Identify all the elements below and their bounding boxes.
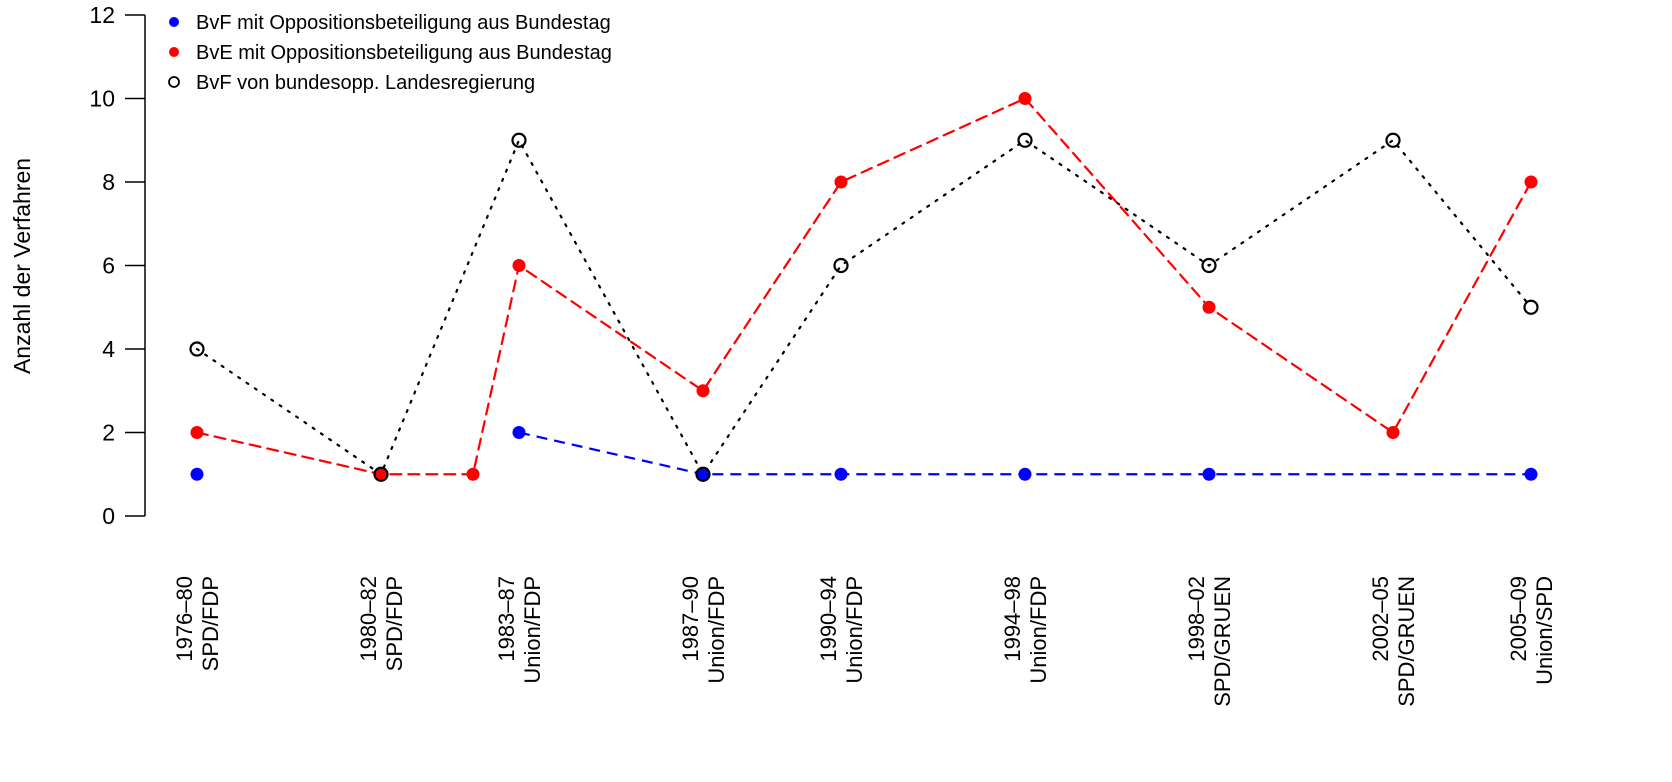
series-point-0 [1202, 467, 1216, 481]
series-line-2 [195, 137, 1533, 477]
series-point-2 [1201, 257, 1217, 274]
legend-marker [169, 17, 179, 27]
x-tick-label-coalition: Union/FDP [520, 576, 545, 684]
y-axis: 0 2 4 6 8 10 12 [89, 2, 146, 529]
series-point-1 [512, 259, 526, 272]
series-line-0 [518, 431, 1531, 476]
x-tick-label-coalition: Union/SPD [1532, 576, 1557, 685]
series-lines [195, 97, 1533, 477]
legend-label: BvF mit Oppositionsbeteiligung aus Bunde… [196, 12, 611, 34]
series-point-1 [190, 426, 204, 439]
x-tick-label-period: 1990–94 [816, 576, 841, 662]
y-tick-label: 0 [102, 503, 115, 529]
y-tick-label: 2 [102, 420, 115, 446]
y-tick-label: 12 [89, 2, 115, 28]
y-tick-label: 8 [102, 169, 115, 195]
x-tick-label-coalition: SPD/GRUEN [1394, 576, 1419, 707]
series-point-1 [834, 175, 848, 189]
series-point-0 [1018, 467, 1032, 481]
series-point-2 [695, 466, 711, 482]
y-axis-title: Anzahl der Verfahren [9, 158, 35, 374]
series-points [189, 92, 1539, 482]
series-point-0 [696, 467, 710, 481]
series-point-2 [1523, 299, 1539, 315]
legend-marker [168, 76, 180, 88]
series-point-1 [1524, 175, 1538, 189]
x-tick-label-period: 1983–87 [494, 576, 519, 662]
series-line-1 [195, 97, 1533, 476]
x-tick-label-period: 1994–98 [1000, 576, 1025, 662]
series-point-2 [1385, 132, 1401, 148]
x-tick-label-coalition: Union/FDP [842, 576, 867, 684]
series-point-0 [190, 467, 204, 481]
legend: BvF mit Oppositionsbeteiligung aus Bunde… [168, 12, 612, 94]
legend-label: BvE mit Oppositionsbeteiligung aus Bunde… [196, 42, 612, 64]
y-tick-label: 4 [102, 336, 115, 362]
x-tick-label-coalition: SPD/GRUEN [1210, 576, 1235, 707]
x-tick-label-coalition: SPD/FDP [198, 576, 223, 671]
x-tick-label-period: 2002–05 [1368, 576, 1393, 662]
x-tick-label-coalition: Union/FDP [1026, 576, 1051, 684]
series-point-1 [374, 467, 388, 481]
series-point-2 [511, 132, 527, 148]
series-point-2 [189, 341, 205, 357]
x-tick-label-period: 1976–80 [172, 576, 197, 662]
y-tick-label: 10 [89, 86, 115, 112]
x-tick-label-period: 2005–09 [1506, 576, 1531, 662]
series-point-2 [833, 257, 849, 274]
x-axis-labels: 1976–80 SPD/FDP 1980–82 SPD/FDP 1983–87 Union… [172, 576, 1557, 707]
x-tick-label-period: 1998–02 [1184, 576, 1209, 662]
y-tick-label: 6 [102, 253, 115, 279]
series-point-0 [1524, 467, 1538, 481]
legend-marker [169, 47, 179, 57]
series-point-1 [466, 467, 480, 481]
x-tick-label-period: 1987–90 [678, 576, 703, 662]
series-point-0 [512, 426, 526, 439]
series-point-1 [696, 384, 710, 398]
x-tick-label-period: 1980–82 [356, 576, 381, 662]
series-point-0 [834, 467, 848, 481]
series-point-1 [1386, 426, 1400, 439]
series-point-2 [1017, 132, 1033, 148]
series-point-1 [1018, 92, 1032, 105]
legend-label: BvF von bundesopp. Landesregierung [196, 72, 535, 94]
series-point-1 [1202, 300, 1216, 314]
x-tick-label-coalition: Union/FDP [704, 576, 729, 684]
series-point-2 [373, 466, 389, 482]
x-tick-label-coalition: SPD/FDP [382, 576, 407, 671]
